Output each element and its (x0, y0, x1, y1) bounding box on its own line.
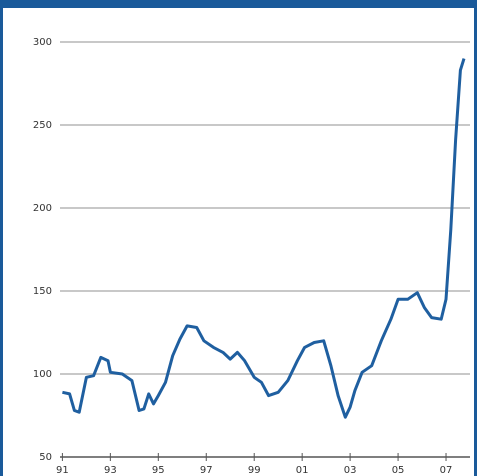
y-tick-label: 50 (39, 452, 52, 463)
x-tick-label: 05 (392, 465, 405, 476)
x-tick-label: 93 (104, 465, 117, 476)
y-tick-label: 150 (33, 286, 52, 297)
left-border (0, 0, 3, 476)
x-tick-label: 07 (440, 465, 453, 476)
x-tick-label: 03 (344, 465, 357, 476)
data-line (62, 58, 466, 419)
x-tick-label: 99 (248, 465, 261, 476)
x-tick-label: 01 (296, 465, 309, 476)
x-tick-label: 91 (56, 465, 69, 476)
right-border (474, 0, 477, 476)
y-tick-label: 100 (33, 369, 52, 380)
y-tick-label: 250 (33, 120, 52, 131)
y-tick-label: 300 (33, 37, 52, 48)
x-tick-label: 97 (200, 465, 213, 476)
x-tick-label: 95 (152, 465, 165, 476)
y-tick-label: 200 (33, 203, 52, 214)
header-bar (0, 0, 477, 8)
